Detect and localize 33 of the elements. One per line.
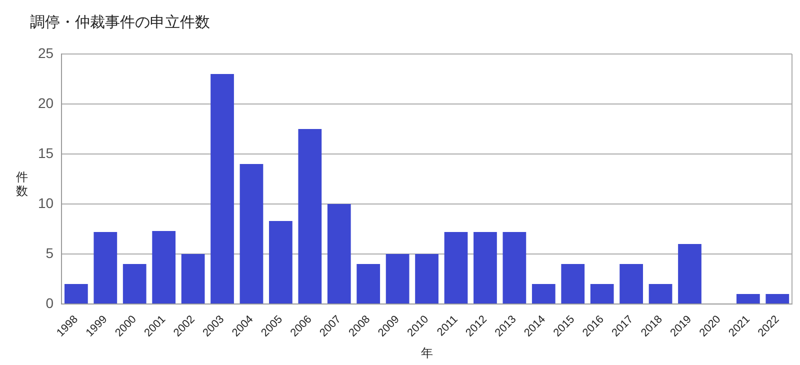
bar xyxy=(561,264,585,304)
y-tick-label: 15 xyxy=(38,144,54,161)
bar xyxy=(298,128,322,304)
bar xyxy=(648,284,672,304)
bar xyxy=(210,74,234,304)
bar xyxy=(269,220,292,304)
y-tick-label: 0 xyxy=(46,294,54,311)
bar xyxy=(181,254,205,304)
bar xyxy=(590,284,614,304)
bar xyxy=(678,244,702,304)
x-axis-title: 年 xyxy=(420,346,433,360)
chart-title: 調停・仲裁事件の申立件数 xyxy=(30,12,210,31)
bar xyxy=(94,232,118,304)
bar xyxy=(64,284,88,304)
bar xyxy=(152,230,176,304)
y-tick-label: 5 xyxy=(46,244,54,261)
bar xyxy=(474,232,497,304)
y-tick-label: 25 xyxy=(38,44,54,61)
bar xyxy=(240,164,264,304)
y-axis-title: 件数 xyxy=(15,170,29,198)
bar xyxy=(532,284,556,304)
y-tick-label: 20 xyxy=(38,94,54,111)
bar xyxy=(502,232,526,304)
bar xyxy=(356,264,380,304)
bar xyxy=(122,264,146,304)
bar xyxy=(386,254,410,304)
bar xyxy=(736,294,760,304)
bar xyxy=(327,204,351,304)
bar xyxy=(620,264,643,304)
bar xyxy=(766,294,790,304)
bar xyxy=(444,232,468,304)
y-tick-label: 10 xyxy=(38,194,54,211)
bar xyxy=(415,254,438,304)
